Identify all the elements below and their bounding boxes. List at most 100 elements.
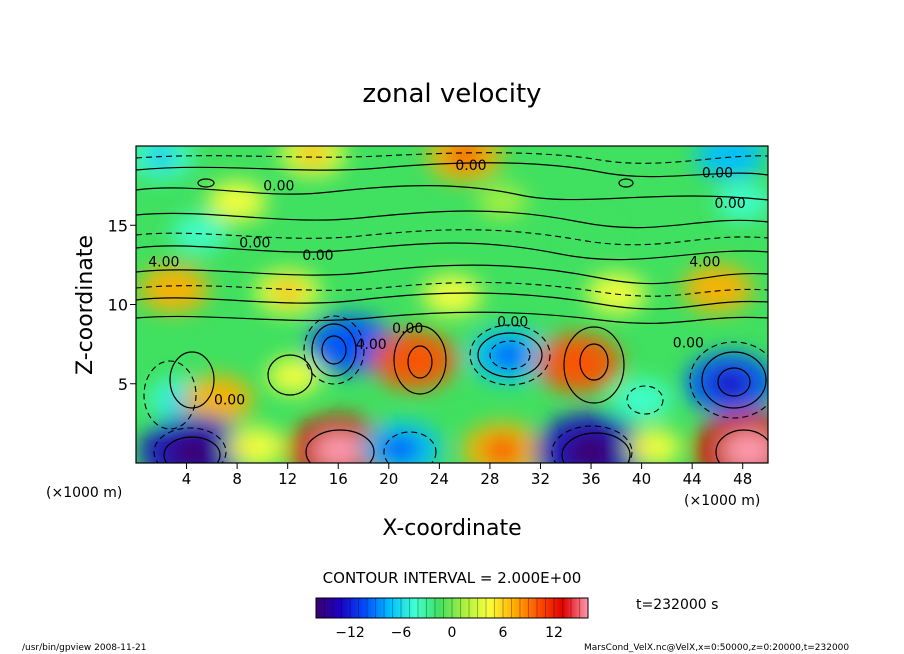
x-tick-label-2: 12 [278, 470, 297, 488]
contour-line [626, 385, 664, 415]
contour-label-0: 0.00 [455, 158, 486, 174]
x-tick-label-8: 36 [581, 470, 600, 488]
velocity-core-15 [641, 438, 667, 456]
contour-line [153, 427, 227, 463]
contour-line [383, 431, 437, 463]
velocity-core-1 [394, 346, 434, 374]
colorbar-divisions [324, 598, 580, 618]
y-axis-label: Z-coordinate [73, 235, 98, 375]
x-tick-label-5: 24 [430, 470, 449, 488]
velocity-core-9 [168, 435, 218, 463]
y-axis: 5 10 15 [108, 216, 136, 394]
velocity-core-30 [491, 193, 514, 210]
contour-line [136, 185, 768, 201]
x-tick-label-4: 20 [379, 470, 398, 488]
x-tick-label-11: 48 [733, 470, 752, 488]
contour-line [136, 229, 768, 246]
contour-label-2: 0.00 [702, 166, 733, 182]
contour-line [303, 315, 365, 385]
velocity-core-6 [202, 388, 235, 411]
velocity-core-13 [565, 434, 617, 463]
x-tick-label-3: 16 [329, 470, 348, 488]
velocity-core-21 [602, 283, 630, 303]
contour-line [563, 326, 625, 404]
chart-title: zonal velocity [362, 79, 541, 109]
contour-label-5: 0.00 [302, 248, 333, 264]
contour-label-10: 0.00 [497, 315, 528, 331]
y-tick-label-0: 5 [118, 375, 128, 394]
contour-line [715, 429, 768, 463]
velocity-core-18 [272, 281, 303, 303]
colorbar-frame [315, 597, 589, 619]
x-tick-label-10: 44 [683, 470, 702, 488]
contour-labels: 0.00 0.00 0.00 0.00 0.00 0.00 4.00 4.00 4.00 0.00… [148, 158, 745, 409]
contour-line [136, 281, 768, 297]
contour-line [477, 332, 543, 378]
x-axis: 4 8 12 16 20 24 28 32 36 40 44 48 [182, 463, 752, 488]
contour-line [321, 335, 347, 365]
colorbar-tick-label-2: 0 [448, 625, 457, 641]
contour-line [618, 178, 634, 188]
contour-line [143, 360, 197, 430]
contour-line [551, 425, 633, 463]
contour-label-9: 0.00 [392, 321, 423, 337]
x-tick-label-1: 8 [232, 470, 242, 488]
velocity-core-3 [558, 349, 598, 377]
x-tick-label-7: 32 [531, 470, 550, 488]
contour-line [311, 323, 357, 377]
contour-line [579, 343, 609, 381]
x-unit-label-right: (×1000 m) [684, 493, 760, 509]
velocity-core-8 [627, 390, 656, 410]
contour-line [469, 324, 551, 386]
velocity-core-19 [701, 277, 734, 300]
colorbar-tick-label-1: −6 [391, 625, 412, 641]
program-info: /usr/bin/gpview 2008-11-21 [22, 643, 146, 653]
colorbar-ticks: −12 −6 0 6 12 [335, 625, 563, 641]
x-tick-label-6: 28 [480, 470, 499, 488]
contour-line [689, 341, 768, 419]
x-axis-label: X-coordinate [382, 516, 521, 541]
contour-line [393, 325, 447, 395]
contour-line [136, 210, 768, 229]
contour-label-11: 0.00 [673, 335, 704, 351]
contour-line [136, 264, 768, 285]
contour-label-12: 0.00 [214, 392, 245, 408]
contour-line [717, 367, 751, 397]
velocity-core-11 [383, 435, 420, 462]
y-tick-label-2: 15 [108, 216, 128, 235]
time-text: t=232000 s [636, 597, 718, 613]
contour-line [169, 351, 215, 409]
velocity-core-0 [331, 330, 371, 358]
velocity-core-16 [242, 437, 270, 457]
colorbar-tick-label-3: 6 [499, 625, 508, 641]
contour-lines [136, 162, 768, 463]
contour-label-3: 0.00 [714, 196, 745, 212]
contour-interval-text: CONTOUR INTERVAL = 2.000E+00 [323, 569, 582, 587]
contour-line [136, 292, 768, 310]
velocity-core-12 [484, 437, 521, 463]
velocity-core-17 [157, 277, 190, 300]
contour-line [163, 436, 221, 463]
contour-label-7: 4.00 [689, 254, 720, 270]
negative-contour-lines [136, 152, 768, 463]
velocity-core-24 [223, 191, 251, 212]
colorbar-tick-label-0: −12 [335, 625, 365, 641]
y-tick-label-1: 10 [108, 296, 128, 315]
colorbar-tick-label-4: 12 [545, 625, 563, 641]
contour-line [136, 242, 768, 261]
contour-line [561, 432, 631, 463]
velocity-core-22 [447, 146, 482, 168]
velocity-core-23 [298, 146, 328, 165]
velocity-core-14 [723, 432, 768, 463]
contour-line [197, 178, 215, 188]
contour-label-4: 0.00 [239, 235, 270, 251]
contour-label-8: 4.00 [356, 337, 387, 353]
x-unit-label-left: (×1000 m) [46, 485, 122, 501]
contour-line [136, 311, 768, 324]
velocity-core-4 [709, 369, 751, 399]
velocity-core-10 [315, 434, 362, 463]
velocity-core-20 [438, 285, 466, 305]
velocity-core-7 [281, 367, 307, 385]
contour-line [701, 351, 767, 409]
